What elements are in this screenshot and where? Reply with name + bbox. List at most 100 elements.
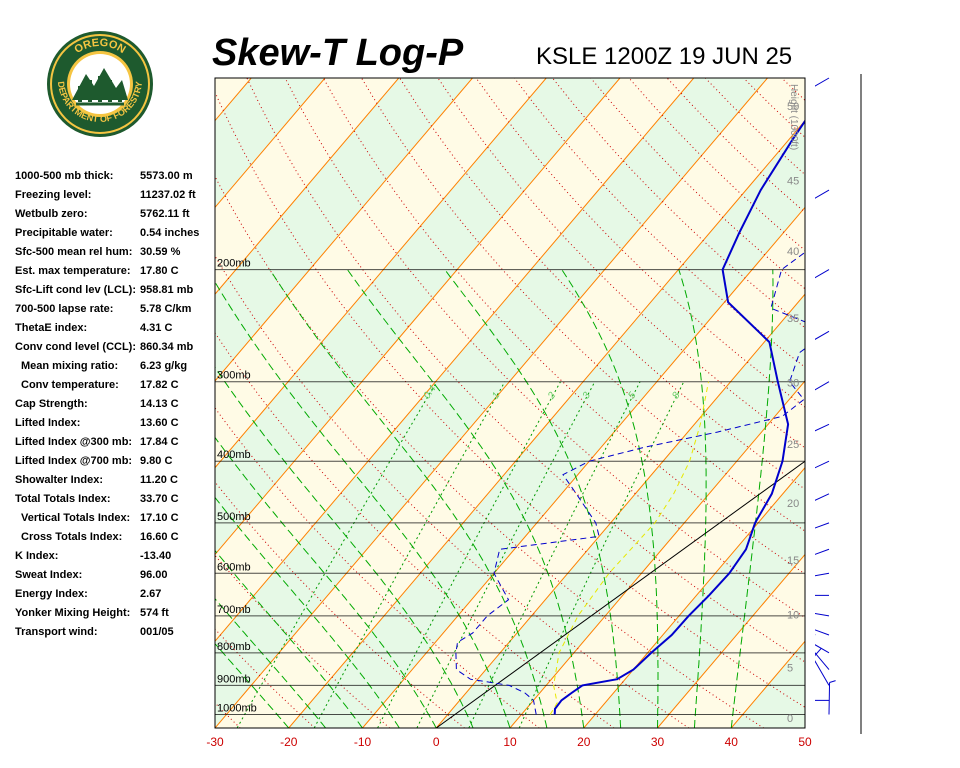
oregon-forestry-logo: OREGON DEPARTMENT OF FORESTRY <box>47 31 153 137</box>
barb-full <box>815 647 822 659</box>
pressure-label: 500mb <box>217 511 251 523</box>
mixing-ratio-line <box>416 381 596 728</box>
barb-shaft <box>815 77 830 95</box>
pressure-label: 700mb <box>217 604 251 616</box>
pressure-label: 900mb <box>217 673 251 685</box>
isotherm-line <box>215 78 768 728</box>
index-label: Total Totals Index: <box>15 493 111 505</box>
skewt-diagram: 0.4 1 2 3 5 8200mb300mb400mb500mb600mb700mb80… <box>206 77 812 749</box>
index-value: 5573.00 m <box>140 170 193 182</box>
wind-barb <box>815 269 830 287</box>
barb-shaft <box>815 636 830 654</box>
index-label: Est. max temperature: <box>15 265 131 277</box>
wind-barb <box>815 647 830 686</box>
height-tick-label: 45 <box>787 175 799 187</box>
index-label: Cap Strength: <box>15 398 88 410</box>
station-time-header: KSLE 1200Z 19 JUN 25 <box>536 43 793 70</box>
index-value: 17.82 C <box>140 379 179 391</box>
index-row: Energy Index: 2.67 <box>15 586 215 605</box>
barb-shaft <box>815 548 830 561</box>
index-value: 5.78 C/km <box>140 303 192 315</box>
barb-shaft <box>815 423 830 439</box>
pressure-label: 600mb <box>217 561 251 573</box>
wind-barb <box>815 609 830 617</box>
index-value: 2.67 <box>140 588 162 600</box>
dry-adiabat <box>215 90 805 708</box>
index-row: Mean mixing ratio: 6.23 g/kg <box>15 358 215 377</box>
index-value: 11.20 C <box>140 474 178 486</box>
pressure-label: 300mb <box>217 370 251 382</box>
index-row: Cap Strength: 14.13 C <box>15 396 215 415</box>
index-value: 6.23 g/kg <box>140 360 188 372</box>
temperature-tick-label: -30 <box>206 735 224 749</box>
moist-adiabat <box>730 269 774 728</box>
index-row: ThetaE index: 4.31 C <box>15 320 215 339</box>
barb-shaft <box>815 189 830 207</box>
indices-panel: 1000-500 mb thick: 5573.00 m Freezing leve… <box>15 168 215 643</box>
wind-barb <box>815 634 830 670</box>
plot-area: 0.4 1 2 3 5 8 <box>215 78 805 728</box>
barb-shaft <box>815 644 830 670</box>
height-tick-label: 15 <box>787 555 799 567</box>
barb-full <box>815 634 816 646</box>
height-tick-label: 40 <box>787 246 799 258</box>
moist-adiabat <box>215 549 363 728</box>
wind-barb <box>815 522 830 535</box>
index-label: Sfc-500 mean rel hum: <box>15 246 133 258</box>
barb-shaft <box>815 522 830 535</box>
temperature-tick-label: -20 <box>280 735 298 749</box>
index-label: Freezing level: <box>15 189 92 201</box>
height-tick-label: 35 <box>787 313 799 325</box>
index-row: Lifted Index @700 mb: 9.80 C <box>15 453 215 472</box>
moist-adiabat <box>215 281 511 728</box>
mixing-ratio-line <box>236 381 438 728</box>
isotherm-band <box>215 78 805 728</box>
index-row: K Index: -13.40 <box>15 548 215 567</box>
mixing-ratio-label: 8 <box>670 390 682 401</box>
index-label: K Index: <box>15 550 59 562</box>
isotherm-line <box>435 293 805 728</box>
index-row: Transport wind: 001/05 <box>15 624 215 643</box>
barb-shaft <box>815 460 830 476</box>
index-value: 33.70 C <box>140 493 179 505</box>
index-value: 4.31 C <box>140 322 173 334</box>
wind-barb <box>815 699 829 701</box>
index-label: Yonker Mixing Height: <box>15 607 131 619</box>
barb-shaft <box>815 623 830 636</box>
index-value: 9.80 C <box>140 455 173 467</box>
index-value: 96.00 <box>140 569 168 581</box>
dry-adiabat <box>284 78 805 619</box>
height-tick-label: 25 <box>787 439 799 451</box>
index-label: ThetaE index: <box>15 322 88 334</box>
index-row: Conv temperature: 17.82 C <box>15 377 215 396</box>
parcel-profile <box>549 381 709 715</box>
barb-shaft <box>828 682 831 715</box>
height-tick-label: 0 <box>787 713 793 725</box>
temperature-tick-label: 10 <box>503 735 517 749</box>
isotherm-line <box>583 466 805 728</box>
index-row: Lifted Index: 13.60 C <box>15 415 215 434</box>
wind-barb <box>815 493 830 508</box>
moist-adiabat <box>215 496 400 728</box>
isotherm-line <box>288 119 805 728</box>
wind-barb <box>815 381 830 399</box>
index-value: 860.34 mb <box>140 341 194 353</box>
index-row: Est. max temperature: 17.80 C <box>15 263 215 282</box>
index-value: 0.54 inches <box>140 227 200 239</box>
index-value: 574 ft <box>140 607 169 619</box>
height-axis-label: Height (1000ft) <box>788 84 799 150</box>
isotherm-line <box>657 553 805 728</box>
isotherm-line <box>215 78 473 382</box>
pressure-label: 400mb <box>217 449 251 461</box>
index-row: Total Totals Index: 33.70 C <box>15 491 215 510</box>
index-row: Precipitable water: 0.54 inches <box>15 225 215 244</box>
index-value: 13.60 C <box>140 417 179 429</box>
barb-shaft <box>815 330 830 348</box>
index-row: Wetbulb zero: 5762.11 ft <box>15 206 215 225</box>
barb-shaft <box>815 609 830 617</box>
moist-adiabat <box>215 597 326 728</box>
index-value: -13.40 <box>140 550 172 562</box>
pressure-label: 200mb <box>217 258 251 270</box>
wind-barb <box>815 623 830 636</box>
barb-shaft <box>815 381 830 399</box>
